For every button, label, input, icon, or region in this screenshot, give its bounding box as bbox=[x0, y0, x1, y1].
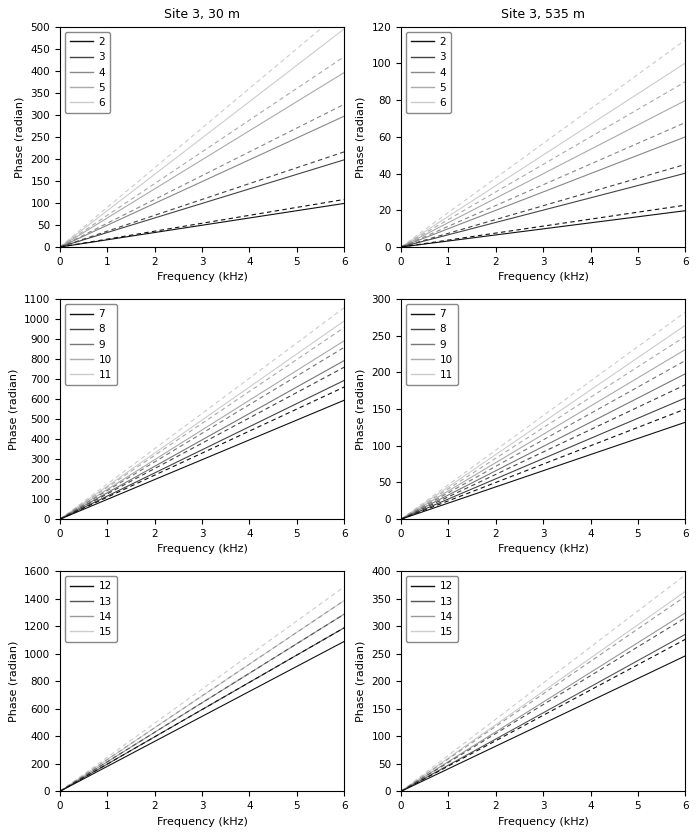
X-axis label: Frequency (kHz): Frequency (kHz) bbox=[498, 817, 588, 827]
Y-axis label: Phase (radian): Phase (radian) bbox=[356, 96, 366, 178]
Legend: 2, 3, 4, 5, 6: 2, 3, 4, 5, 6 bbox=[406, 32, 452, 113]
X-axis label: Frequency (kHz): Frequency (kHz) bbox=[498, 272, 588, 282]
Legend: 12, 13, 14, 15: 12, 13, 14, 15 bbox=[65, 576, 117, 642]
Legend: 7, 8, 9, 10, 11: 7, 8, 9, 10, 11 bbox=[406, 304, 458, 385]
X-axis label: Frequency (kHz): Frequency (kHz) bbox=[498, 544, 588, 554]
X-axis label: Frequency (kHz): Frequency (kHz) bbox=[157, 817, 247, 827]
Legend: 2, 3, 4, 5, 6: 2, 3, 4, 5, 6 bbox=[65, 32, 110, 113]
Y-axis label: Phase (radian): Phase (radian) bbox=[15, 96, 25, 178]
Y-axis label: Phase (radian): Phase (radian) bbox=[8, 640, 18, 722]
X-axis label: Frequency (kHz): Frequency (kHz) bbox=[157, 544, 247, 554]
Y-axis label: Phase (radian): Phase (radian) bbox=[8, 368, 18, 450]
Y-axis label: Phase (radian): Phase (radian) bbox=[356, 640, 366, 722]
Y-axis label: Phase (radian): Phase (radian) bbox=[356, 368, 366, 450]
Legend: 12, 13, 14, 15: 12, 13, 14, 15 bbox=[406, 576, 458, 642]
Title: Site 3, 30 m: Site 3, 30 m bbox=[164, 8, 240, 22]
Title: Site 3, 535 m: Site 3, 535 m bbox=[501, 8, 585, 22]
Legend: 7, 8, 9, 10, 11: 7, 8, 9, 10, 11 bbox=[65, 304, 117, 385]
X-axis label: Frequency (kHz): Frequency (kHz) bbox=[157, 272, 247, 282]
